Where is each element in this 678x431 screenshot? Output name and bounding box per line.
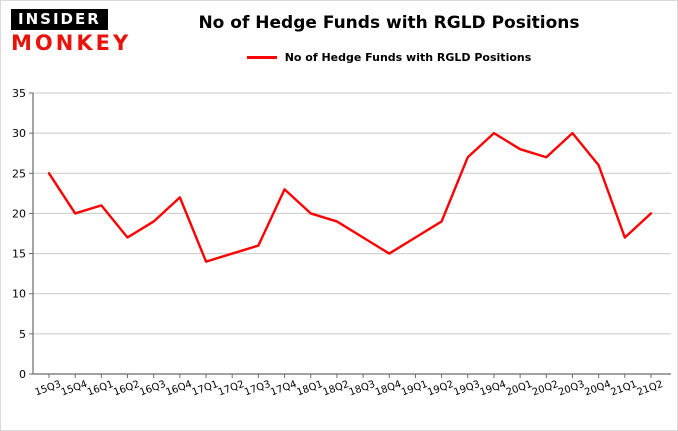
svg-text:18Q1: 18Q1 xyxy=(295,379,324,399)
svg-text:20Q1: 20Q1 xyxy=(505,379,534,399)
svg-text:15Q3: 15Q3 xyxy=(34,379,63,399)
svg-text:15: 15 xyxy=(12,248,26,261)
svg-text:20Q3: 20Q3 xyxy=(557,379,586,399)
legend-line-swatch xyxy=(246,56,277,59)
svg-text:20: 20 xyxy=(12,207,26,220)
svg-text:19Q1: 19Q1 xyxy=(400,379,429,399)
svg-text:21Q2: 21Q2 xyxy=(636,379,665,399)
chart-title: No of Hedge Funds with RGLD Positions xyxy=(198,13,580,33)
svg-text:19Q3: 19Q3 xyxy=(452,379,481,399)
chart-header: INSIDER MONKEY No of Hedge Funds with RG… xyxy=(1,1,677,87)
svg-text:17Q2: 17Q2 xyxy=(217,379,246,399)
svg-text:21Q1: 21Q1 xyxy=(609,379,638,399)
chart-legend: No of Hedge Funds with RGLD Positions xyxy=(121,51,657,64)
svg-text:16Q1: 16Q1 xyxy=(86,379,115,399)
svg-text:17Q3: 17Q3 xyxy=(243,379,272,399)
legend-label: No of Hedge Funds with RGLD Positions xyxy=(284,51,532,64)
svg-text:16Q3: 16Q3 xyxy=(138,379,167,399)
svg-text:16Q4: 16Q4 xyxy=(164,379,193,399)
svg-text:10: 10 xyxy=(12,288,26,301)
svg-text:19Q2: 19Q2 xyxy=(426,379,455,399)
line-chart: 0510152025303515Q315Q416Q116Q216Q316Q417… xyxy=(12,87,671,399)
svg-text:35: 35 xyxy=(12,87,26,100)
insider-monkey-logo: INSIDER MONKEY xyxy=(11,9,131,55)
svg-text:0: 0 xyxy=(19,368,26,381)
svg-text:30: 30 xyxy=(12,127,26,140)
svg-text:17Q1: 17Q1 xyxy=(191,379,220,399)
logo-monkey-text: MONKEY xyxy=(11,30,132,55)
svg-text:18Q4: 18Q4 xyxy=(374,379,403,399)
svg-text:17Q4: 17Q4 xyxy=(269,379,298,399)
svg-text:25: 25 xyxy=(12,167,26,180)
svg-text:20Q4: 20Q4 xyxy=(583,379,612,399)
logo-insider-text: INSIDER xyxy=(11,9,108,30)
svg-text:16Q2: 16Q2 xyxy=(112,379,141,399)
svg-text:20Q2: 20Q2 xyxy=(531,379,560,399)
svg-text:19Q4: 19Q4 xyxy=(479,379,508,399)
title-block: No of Hedge Funds with RGLD Positions No… xyxy=(121,13,657,64)
svg-text:18Q2: 18Q2 xyxy=(322,379,351,399)
svg-text:5: 5 xyxy=(19,328,26,341)
svg-text:18Q3: 18Q3 xyxy=(348,379,377,399)
svg-text:15Q4: 15Q4 xyxy=(60,379,89,399)
